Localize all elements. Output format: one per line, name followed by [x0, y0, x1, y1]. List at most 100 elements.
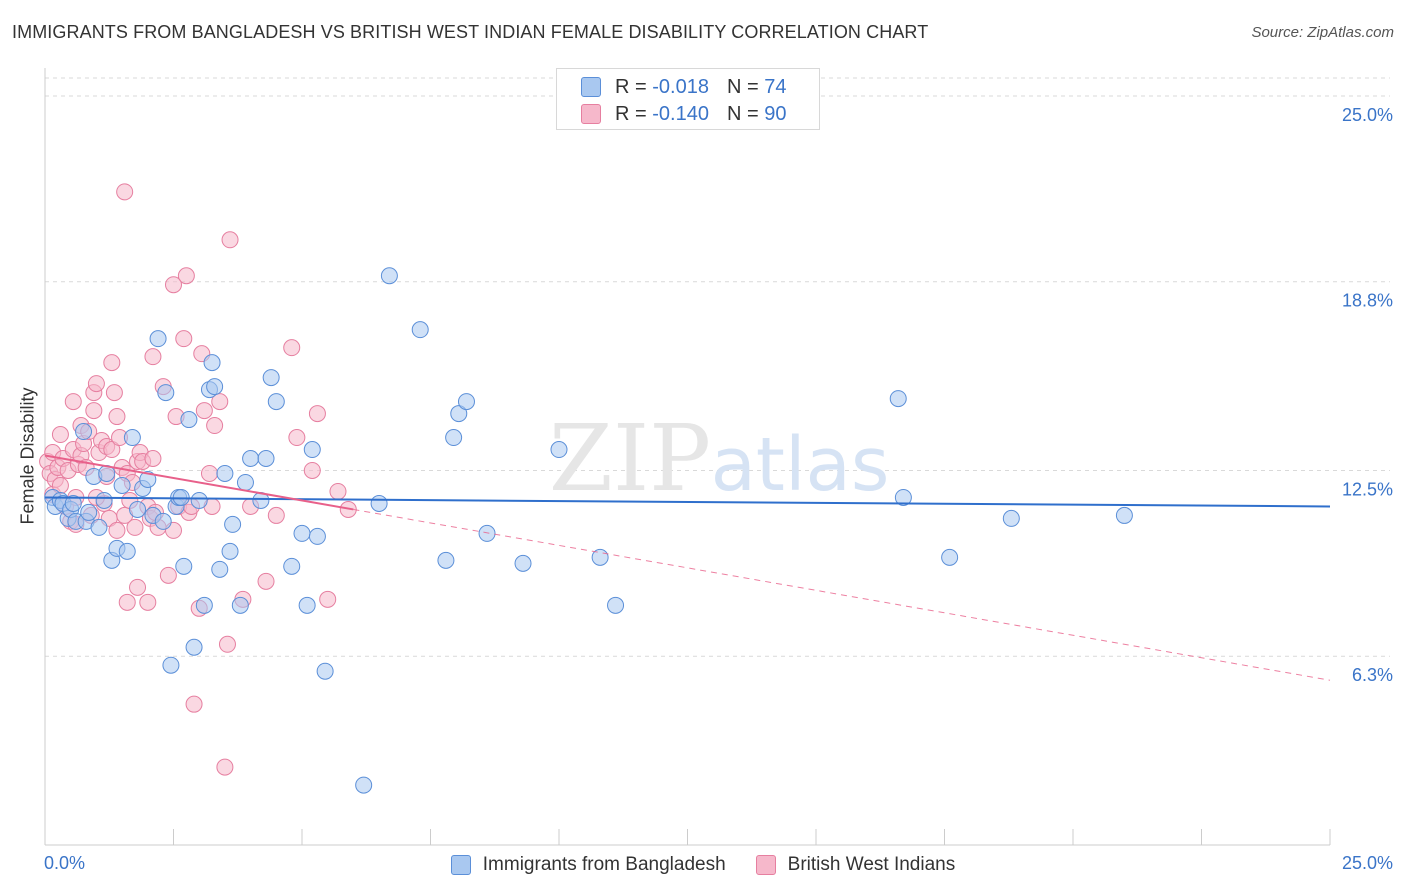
data-point [129, 578, 147, 596]
data-point [607, 596, 625, 614]
data-point [75, 423, 93, 441]
data-point [139, 593, 157, 611]
data-point [450, 405, 468, 423]
data-point [129, 500, 147, 518]
data-point [288, 429, 306, 447]
data-point [889, 390, 907, 408]
series-legend: Immigrants from Bangladesh British West … [0, 852, 1406, 878]
data-point [144, 450, 162, 468]
data-point [550, 441, 568, 459]
data-point [190, 491, 208, 509]
legend-n-label: N = [726, 102, 759, 125]
data-point [195, 596, 213, 614]
data-point [262, 369, 280, 387]
y-axis-label: Female Disability [17, 387, 38, 525]
data-point [1002, 509, 1020, 527]
data-point [224, 515, 242, 533]
data-point [175, 557, 193, 575]
data-point [236, 473, 254, 491]
data-point [267, 393, 285, 411]
data-point [64, 494, 82, 512]
legend-swatch-pink [581, 104, 601, 124]
data-point [185, 638, 203, 656]
data-point [257, 572, 275, 590]
data-point [203, 354, 221, 372]
legend-r-value: -0.018 [652, 75, 709, 98]
data-point [113, 476, 131, 494]
data-point [139, 470, 157, 488]
trend-line-bangladesh [44, 496, 1331, 508]
data-point [103, 441, 121, 459]
y-tick-label: 18.8% [1342, 291, 1393, 311]
legend-n-value: 90 [764, 102, 787, 125]
legend-swatch-pink [755, 855, 776, 875]
data-point [211, 560, 229, 578]
y-tick-label: 12.5% [1342, 479, 1393, 499]
data-point [165, 276, 182, 294]
grid-lines [45, 77, 1390, 657]
data-point [308, 405, 326, 423]
watermark: ZIP atlas [549, 405, 890, 512]
data-point [355, 776, 373, 794]
data-point [180, 411, 198, 429]
legend-label: Immigrants from Bangladesh [482, 854, 726, 875]
data-point [257, 450, 275, 468]
data-point [303, 441, 321, 459]
data-point [90, 518, 108, 536]
data-point [308, 527, 326, 545]
data-point [283, 339, 301, 357]
legend-item-british-west-indians[interactable]: British West Indians [755, 854, 955, 876]
data-point [216, 464, 234, 482]
data-point [411, 321, 429, 339]
data-point [95, 491, 113, 509]
data-point [200, 464, 218, 482]
data-point [80, 503, 98, 521]
data-point [206, 378, 224, 396]
data-point [298, 596, 316, 614]
data-point [126, 518, 144, 536]
data-point [118, 593, 136, 611]
watermark-atlas: atlas [711, 422, 890, 508]
trend-line-british-west-indians [44, 454, 354, 511]
legend-item-bangladesh[interactable]: Immigrants from Bangladesh [450, 854, 726, 876]
legend-n-label: N = [726, 75, 759, 98]
legend-r-value: -0.140 [652, 102, 709, 125]
tick-labels: 6.3% 12.5% 18.8% 25.0% 0.0% 25.0% [44, 105, 1393, 873]
data-point [216, 758, 234, 776]
legend-swatch-blue [450, 855, 471, 875]
trend-lines [44, 454, 1331, 681]
data-point [118, 542, 136, 560]
data-point [1115, 506, 1133, 524]
trend-line-british-west-indians-extension [353, 508, 1331, 681]
data-point [175, 330, 193, 348]
data-point [154, 512, 172, 530]
data-point [206, 417, 224, 435]
data-point [87, 375, 105, 393]
data-point [221, 231, 239, 249]
data-point [162, 656, 180, 674]
data-point [267, 506, 285, 524]
data-point [157, 384, 175, 402]
legend-n-value: 74 [764, 75, 787, 98]
data-point [123, 429, 141, 447]
data-point [144, 348, 162, 366]
data-point [242, 450, 260, 468]
data-point [329, 482, 347, 500]
data-point [283, 557, 301, 575]
x-tick-label: 0.0% [44, 853, 85, 873]
data-point [380, 267, 398, 285]
legend-r-label: R = [615, 75, 647, 98]
y-tick-label: 25.0% [1342, 105, 1393, 125]
data-point [319, 590, 337, 608]
data-point [293, 524, 311, 542]
correlation-legend: R = -0.018 N = 74 R = -0.140 N = 90 [556, 68, 820, 130]
data-point [85, 402, 103, 420]
data-point [105, 384, 123, 402]
data-point [316, 662, 334, 680]
data-point [445, 429, 463, 447]
legend-swatch-blue [581, 77, 601, 97]
y-tick-label: 6.3% [1352, 665, 1393, 685]
data-point [149, 330, 167, 348]
data-point [303, 461, 321, 479]
